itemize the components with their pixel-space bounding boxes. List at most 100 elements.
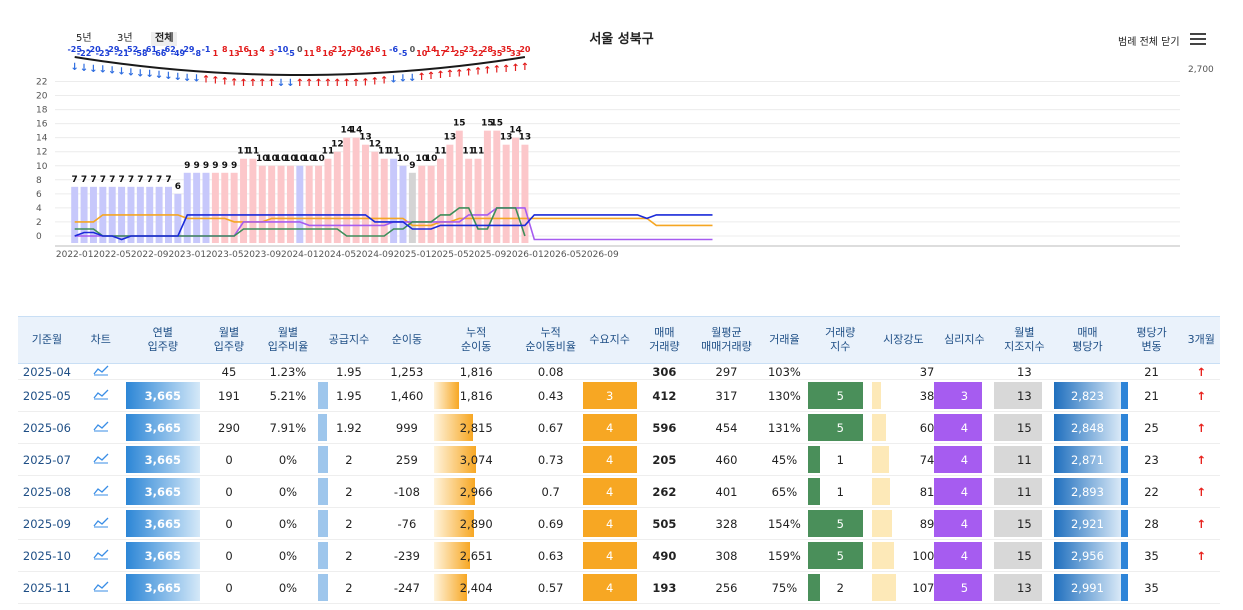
bar-42 — [465, 158, 473, 243]
price-change-cell: 21 — [1120, 379, 1183, 412]
cell-bar — [994, 510, 1043, 537]
volume-index-cell: 1 — [808, 443, 873, 476]
top-value-label: -10 — [274, 45, 289, 54]
table-header-cell[interactable]: 3개월 — [1182, 316, 1220, 364]
table-header-cell[interactable]: 월별 입주비율 — [257, 316, 318, 364]
table-row[interactable]: 2025-10 3,665 0 0% 2 -239 2,651 0.63 4 490 308 159%… — [18, 539, 1220, 572]
table-row[interactable]: 2025-07 3,665 0 0% 2 259 3,074 0.73 4 205 460 45% 1 7… — [18, 443, 1220, 476]
table-row[interactable]: 2025-04 3,665 45 1.23% 1.95 1,253 1,816 0.08 3 30… — [18, 363, 1220, 380]
bar-46 — [502, 144, 510, 243]
cum-migration-cell-text: 1,816 — [459, 388, 493, 403]
psych-index-cell-text: 4 — [960, 452, 969, 467]
top-value-label: -61 — [143, 45, 158, 54]
table-row[interactable]: 2025-05 3,665 191 5.21% 1.95 1,460 1,816 0.43 3 4… — [18, 379, 1220, 412]
chart-line-icon[interactable] — [93, 516, 109, 528]
cell-bar — [317, 382, 328, 409]
net-migration-cell: 1,253 — [380, 363, 434, 380]
bar-label: 9 — [409, 161, 415, 171]
table-header-cell[interactable]: 차트 — [75, 316, 126, 364]
table-header-cell[interactable]: 매매 평당가 — [1054, 316, 1121, 364]
chart-icon-cell[interactable] — [75, 363, 126, 380]
price-per-pyeong-cell-text: 2,921 — [1070, 516, 1104, 531]
cell-bar — [317, 414, 328, 441]
table-header-cell[interactable]: 수요지수 — [582, 316, 637, 364]
cell-bar — [317, 478, 328, 505]
chart-icon-cell[interactable] — [75, 475, 126, 508]
supply-index-cell: 1.95 — [317, 363, 380, 380]
table-header-cell[interactable]: 평당가 변동 — [1120, 316, 1183, 364]
sub-index-cell: 15 — [994, 539, 1055, 572]
demand-index-cell: 4 — [582, 475, 637, 508]
arrow-down-icon: ↓ — [89, 64, 97, 75]
cell-bar — [872, 574, 896, 601]
chart-icon-cell[interactable] — [75, 379, 126, 412]
period-3y-button[interactable]: 3년 — [117, 33, 133, 44]
table-header-cell[interactable]: 누적 순이동비율 — [518, 316, 583, 364]
legend-toggle-button[interactable]: 범례 전체 닫기 — [1118, 37, 1180, 48]
cell-bar — [1054, 574, 1121, 601]
chart-line-icon[interactable] — [93, 364, 109, 376]
top-value-label: 8 — [222, 45, 228, 54]
bar-0 — [71, 186, 79, 243]
table-header-cell[interactable]: 심리지수 — [934, 316, 995, 364]
x-tick-label: 2022-01 — [56, 250, 94, 260]
table-row[interactable]: 2025-06 3,665 290 7.91% 1.92 999 2,815 0.67 4 596… — [18, 411, 1220, 444]
chart-line-icon[interactable] — [93, 548, 109, 560]
top-value-label: 27 — [341, 49, 352, 58]
net-migration-cell-text: 1,460 — [390, 388, 424, 403]
top-value-label: 10 — [416, 49, 428, 58]
cell-bar — [125, 574, 201, 601]
hamburger-menu-icon[interactable] — [1190, 33, 1206, 47]
table-header-cell[interactable]: 거래율 — [760, 316, 809, 364]
trade-volume-cell: 306 — [636, 363, 693, 380]
period-5y-button[interactable]: 5년 — [76, 33, 92, 44]
chart-title: 서울 성북구 — [589, 32, 654, 47]
y-tick-label: 20 — [36, 92, 48, 102]
cell-bar — [994, 478, 1043, 505]
chart-line-icon[interactable] — [93, 484, 109, 496]
table-header-cell[interactable]: 월별 입주량 — [200, 316, 258, 364]
chart-line-icon[interactable] — [93, 452, 109, 464]
monthly-ratio-cell: 7.91% — [257, 411, 318, 444]
psych-index-cell: 4 — [934, 507, 995, 540]
chart-icon-cell[interactable] — [75, 507, 126, 540]
table-header-cell[interactable]: 공급지수 — [317, 316, 380, 364]
cell-bar — [994, 446, 1043, 473]
table-row[interactable]: 2025-09 3,665 0 0% 2 -76 2,890 0.69 4 505 328 154% 5… — [18, 507, 1220, 540]
arrow-up-icon: ↑ — [418, 72, 426, 83]
price-per-pyeong-cell: 2,848 — [1054, 411, 1121, 444]
table-header-cell[interactable]: 기준월 — [18, 316, 76, 364]
table-header-cell[interactable]: 시장강도 — [872, 316, 935, 364]
arrow-down-icon: ↓ — [399, 74, 407, 85]
table-row[interactable]: 2025-08 3,665 0 0% 2 -108 2,966 0.7 4 262 401 65% 1 8… — [18, 475, 1220, 508]
cum-migration-cell: 1,816 — [433, 363, 519, 380]
arrow-up-icon: ↑ — [474, 67, 482, 78]
chart-line-icon[interactable] — [93, 580, 109, 592]
cell-bar — [125, 382, 201, 409]
chart-icon-cell[interactable] — [75, 411, 126, 444]
table-header-cell[interactable]: 매매 거래량 — [636, 316, 693, 364]
chart-icon-cell[interactable] — [75, 443, 126, 476]
arrow-up-icon: ↑ — [380, 76, 388, 87]
table-header-cell[interactable]: 월별 지조지수 — [994, 316, 1055, 364]
table-header-cell[interactable]: 순이동 — [380, 316, 434, 364]
chart-icon-cell[interactable] — [75, 539, 126, 572]
chart-line-icon[interactable] — [93, 388, 109, 400]
bar-41 — [455, 130, 463, 243]
y-tick-label: 8 — [36, 176, 42, 186]
table-header-cell[interactable]: 연별 입주량 — [125, 316, 201, 364]
sub-index-cell: 15 — [994, 411, 1055, 444]
chart-icon-cell[interactable] — [75, 571, 126, 604]
volume-index-cell: 5 — [808, 539, 873, 572]
table-row[interactable]: 2025-11 3,665 0 0% 2 -247 2,404 0.57 4 193 256 75% 2… — [18, 571, 1220, 604]
table-header-cell[interactable]: 거래량 지수 — [808, 316, 873, 364]
chart-line-icon[interactable] — [93, 420, 109, 432]
period-all-button[interactable]: 전체 — [151, 32, 178, 46]
cell-bar — [433, 542, 471, 569]
cum-ratio-cell: 0.63 — [518, 539, 583, 572]
psych-index-cell: 3 — [934, 363, 995, 380]
table-header-cell[interactable]: 월평균 매매거래량 — [692, 316, 761, 364]
bar-45 — [493, 130, 501, 243]
cell-bar — [125, 542, 201, 569]
table-header-cell[interactable]: 누적 순이동 — [433, 316, 519, 364]
